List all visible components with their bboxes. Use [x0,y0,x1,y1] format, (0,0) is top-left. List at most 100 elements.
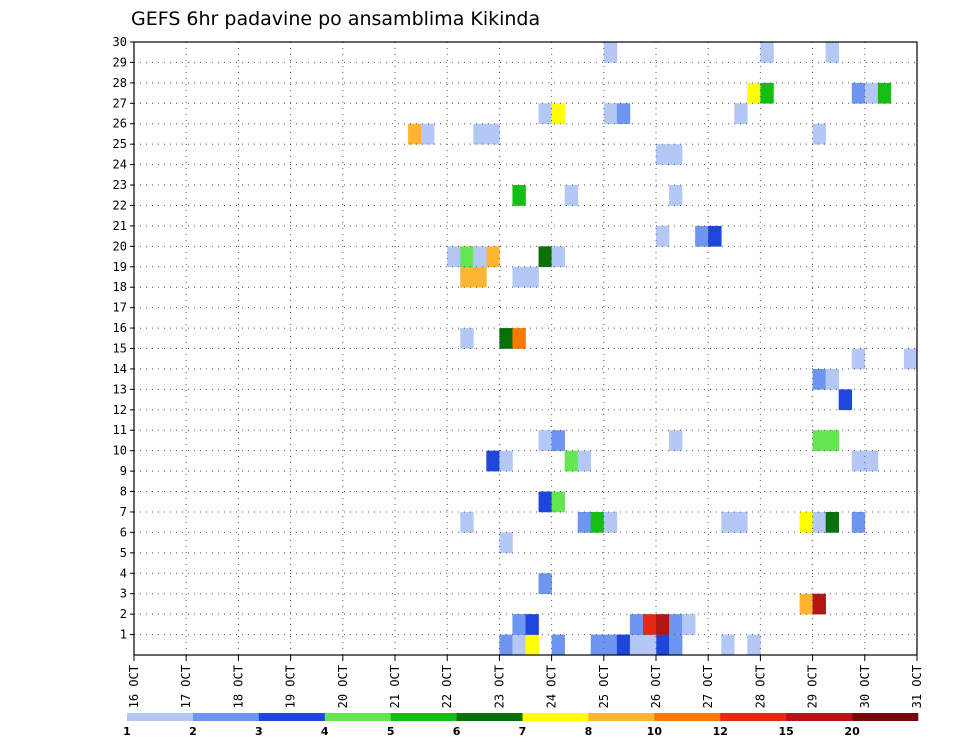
heatmap-cell [851,348,866,370]
y-tick-label: 3 [120,587,127,601]
heatmap-cell [525,634,539,656]
y-tick-label: 26 [113,117,127,131]
heatmap-cell [486,123,500,145]
heatmap-cell [577,511,592,533]
heatmap-cell [538,246,552,268]
legend-label: 4 [321,725,329,738]
legend-swatch [654,713,721,721]
color-legend: 1 2 3 4 5 6 7 8 10 12 15 20 [123,713,919,738]
heatmap-cell [734,103,748,125]
heatmap-cell [499,450,513,472]
legend-swatch [852,713,919,721]
legend-swatch [588,713,655,721]
y-tick-label: 27 [113,96,127,110]
heatmap-cell [538,491,552,513]
heatmap-cell [551,491,565,513]
y-tick-label: 18 [113,280,127,294]
heatmap-cell [812,593,826,615]
heatmap-cell [525,266,539,288]
y-axis-ticks: 1234567891011121314151617181920212223242… [113,35,134,642]
y-tick-label: 12 [113,403,127,417]
legend-swatch [192,713,260,721]
heatmap-cell [825,511,839,533]
heatmap-cell [473,266,487,288]
heatmap-cell [486,450,500,472]
heatmap-cell [812,123,826,145]
heatmap-cell [538,430,552,451]
legend-swatch [324,713,391,721]
heatmap-cell [864,82,879,104]
heatmap-cell [812,511,826,533]
x-tick-label: 19 OCT [284,665,298,708]
heatmap-cell [473,123,487,145]
legend-label: 7 [519,725,527,738]
legend-label: 10 [647,725,663,738]
y-tick-label: 20 [113,239,127,253]
heatmap-cell [799,511,813,533]
heatmap-cell [564,450,578,472]
x-tick-label: 29 OCT [806,665,820,708]
heatmap-cell [734,511,748,533]
heatmap-cell [825,42,839,63]
heatmap-cell [447,246,461,268]
heatmap-cell [590,511,605,533]
heatmap-cell [838,389,853,411]
legend-swatch [258,713,326,721]
heatmap-cell [903,348,918,370]
heatmap-cell [747,82,761,104]
x-axis-ticks: 16 OCT 17 OCT 18 OCT 19 OCT 20 OCT 21 OCT 22 O… [127,655,924,708]
heatmap-cell [460,328,474,349]
legend-label: 6 [453,725,461,738]
heatmap-cell [538,103,552,125]
x-tick-label: 20 OCT [336,665,350,708]
y-tick-label: 24 [113,158,127,172]
heatmap-cell [460,511,474,533]
heatmap-cell [603,511,618,533]
heatmap-cell [551,430,565,451]
legend-label: 1 [123,725,131,738]
heatmap-cell [656,225,670,247]
y-tick-label: 7 [120,505,127,519]
heatmap-cell [629,614,644,635]
heatmap-cell [682,614,696,635]
heatmap-cell [851,82,866,104]
heatmap-cell [669,185,683,206]
y-tick-label: 19 [113,260,127,274]
heatmap-cell [669,430,683,451]
heatmap-cell [877,82,892,104]
y-tick-label: 11 [113,423,127,437]
heatmap-cell [512,634,526,656]
y-tick-label: 21 [113,219,127,233]
heatmap-cell [825,430,839,451]
heatmap-cell [512,185,526,206]
x-tick-label: 26 OCT [649,665,663,708]
heatmap-cell [460,266,474,288]
legend-swatch [786,713,853,721]
heatmap-cell [669,144,683,165]
heatmap-cell [512,266,526,288]
heatmap-cell [799,593,813,615]
heatmap-cell [747,634,761,656]
x-tick-label: 18 OCT [231,665,245,708]
y-tick-label: 25 [113,137,127,151]
x-tick-label: 23 OCT [492,665,506,708]
legend-swatch [127,713,194,721]
y-tick-label: 22 [113,198,127,212]
chart-title: GEFS 6hr padavine po ansamblima Kikinda [131,8,540,30]
x-tick-label: 25 OCT [597,665,611,708]
grid-lines [134,42,917,655]
y-tick-label: 4 [120,566,127,580]
heatmap-cell [486,246,500,268]
y-tick-label: 10 [113,444,127,458]
heatmap-cell [460,246,474,268]
y-tick-label: 16 [113,321,127,335]
heatmap-cell [656,634,670,656]
heatmap-cell [864,450,879,472]
heatmap-cell [551,246,565,268]
heatmap-cell [642,614,657,635]
x-tick-label: 17 OCT [179,665,193,708]
legend-label: 15 [779,725,794,738]
heatmap-cell [525,614,539,635]
legend-label: 5 [387,725,395,738]
